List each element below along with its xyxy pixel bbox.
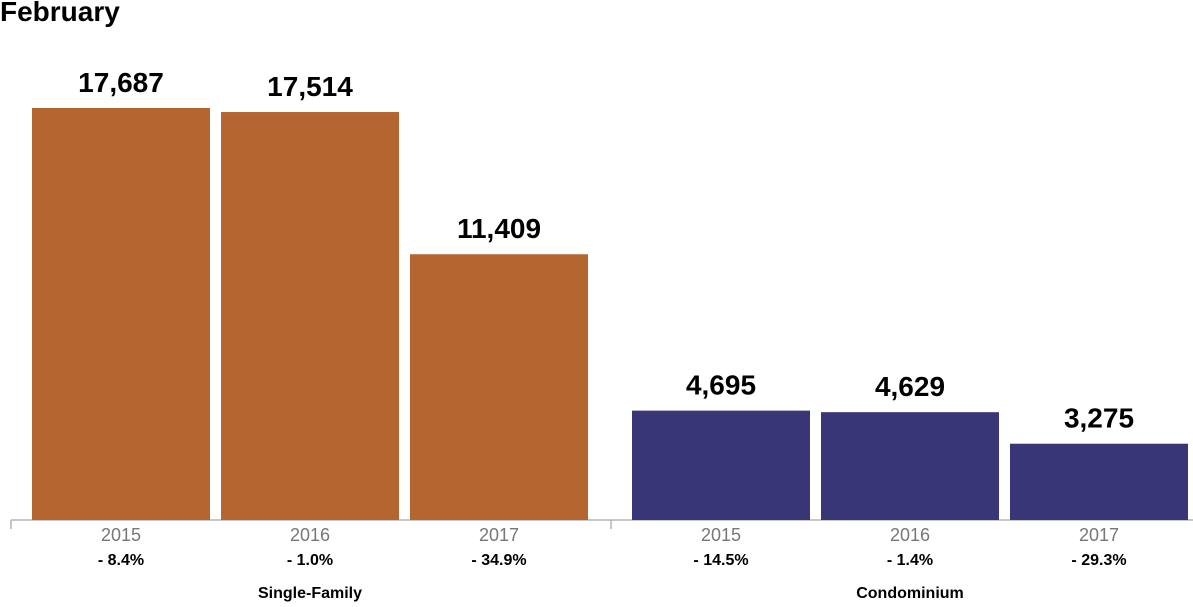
- change-label-condominium-2016: - 1.4%: [887, 552, 933, 569]
- data-label-single-family-2017: 11,409: [457, 213, 541, 244]
- bar-single-family-2017: [410, 254, 588, 520]
- group-label-single-family: Single-Family: [258, 585, 362, 602]
- tick-label-condominium-2016: 2016: [890, 525, 930, 545]
- data-label-condominium-2015: 4,695: [686, 370, 756, 401]
- tick-label-single-family-2015: 2015: [101, 525, 141, 545]
- bar-condominium-2015: [632, 410, 810, 520]
- change-label-single-family-2016: - 1.0%: [287, 552, 333, 569]
- tick-label-single-family-2017: 2017: [479, 525, 519, 545]
- tick-label-condominium-2017: 2017: [1079, 525, 1119, 545]
- bar-single-family-2016: [221, 112, 399, 521]
- data-label-single-family-2016: 17,514: [267, 71, 353, 102]
- bar-single-family-2015: [32, 108, 210, 520]
- bar-condominium-2017: [1010, 443, 1188, 520]
- data-label-single-family-2015: 17,687: [78, 67, 164, 98]
- tick-label-condominium-2015: 2015: [701, 525, 741, 545]
- tick-label-single-family-2016: 2016: [290, 525, 330, 545]
- change-label-single-family-2015: - 8.4%: [98, 552, 144, 569]
- data-label-condominium-2016: 4,629: [875, 371, 945, 402]
- group-label-condominium: Condominium: [856, 585, 964, 602]
- chart-title: February: [0, 0, 120, 27]
- data-label-condominium-2017: 3,275: [1064, 403, 1134, 434]
- change-label-condominium-2017: - 29.3%: [1071, 552, 1126, 569]
- change-label-condominium-2015: - 14.5%: [693, 552, 748, 569]
- bar-condominium-2016: [821, 412, 999, 520]
- change-label-single-family-2017: - 34.9%: [471, 552, 526, 569]
